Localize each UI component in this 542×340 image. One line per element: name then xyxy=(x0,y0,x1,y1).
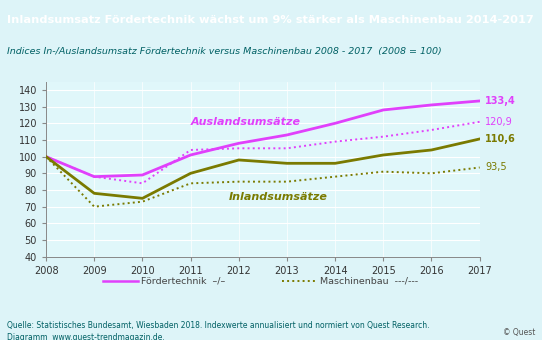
Text: Indices In-/Auslandsumsatz Fördertechnik versus Maschinenbau 2008 - 2017  (2008 : Indices In-/Auslandsumsatz Fördertechnik… xyxy=(7,47,441,56)
Text: Auslandsumsätze: Auslandsumsätze xyxy=(191,117,301,127)
Text: 120,9: 120,9 xyxy=(485,117,513,127)
Text: 110,6: 110,6 xyxy=(485,134,516,144)
Text: 133,4: 133,4 xyxy=(485,96,516,106)
Text: Quelle: Statistisches Bundesamt, Wiesbaden 2018. Indexwerte annualisiert und nor: Quelle: Statistisches Bundesamt, Wiesbad… xyxy=(7,321,429,340)
Text: Maschinenbau  ---/---: Maschinenbau ---/--- xyxy=(320,276,418,285)
Text: Inlandsumsatz Fördertechnik wächst um 9% stärker als Maschinenbau 2014-2017: Inlandsumsatz Fördertechnik wächst um 9%… xyxy=(7,15,533,24)
Text: 93,5: 93,5 xyxy=(485,163,507,172)
Text: © Quest: © Quest xyxy=(503,328,535,337)
Text: Inlandsumsätze: Inlandsumsätze xyxy=(229,192,328,202)
Text: Fördertechnik  –/–: Fördertechnik –/– xyxy=(141,276,225,285)
